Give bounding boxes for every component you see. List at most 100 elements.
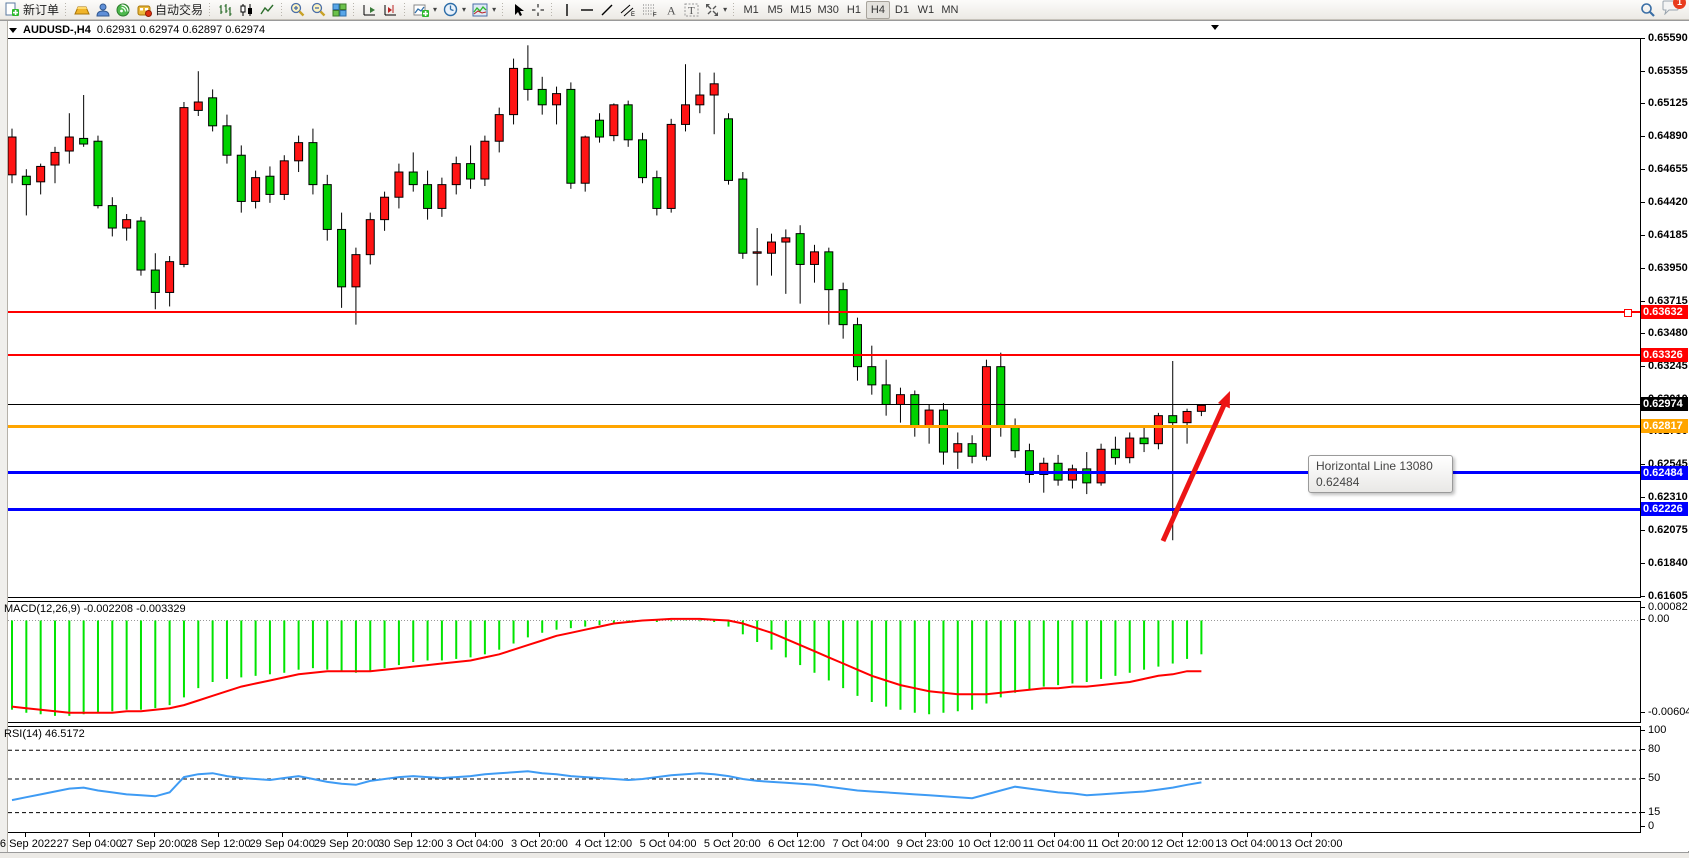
- horizontal-line-0.62817[interactable]: [8, 424, 1640, 428]
- new-order-button[interactable]: 新订单: [2, 1, 62, 19]
- rsi-tick-label: 0: [1648, 820, 1655, 832]
- svg-text:F: F: [653, 12, 657, 17]
- macd-panel[interactable]: [8, 601, 1641, 723]
- fibonacci-tool-button[interactable]: F: [639, 1, 661, 19]
- channel-icon: E: [620, 4, 635, 17]
- auto-trading-icon: [137, 5, 153, 17]
- chat-button[interactable]: 1: [1662, 0, 1686, 20]
- price-axis[interactable]: 0.65590 0.65355 0.65125 0.64890 0.64655 0.644…: [1641, 21, 1689, 851]
- horizontal-line-0.62974[interactable]: [8, 403, 1640, 405]
- price-tick-label: 0.61605: [1648, 590, 1688, 602]
- macd-tick-label: -0.006044: [1648, 706, 1689, 719]
- periods-button[interactable]: ▾: [440, 1, 469, 19]
- cursor-tool-button[interactable]: [508, 1, 528, 19]
- horizontal-line-tool-button[interactable]: [577, 1, 597, 19]
- rsi-plot: [8, 749, 1640, 814]
- svg-text:E: E: [631, 12, 635, 17]
- trendline-tool-button[interactable]: [597, 1, 617, 19]
- rsi-panel[interactable]: [8, 726, 1641, 833]
- vertical-line-icon: [566, 3, 568, 16]
- svg-text:T: T: [688, 5, 695, 17]
- price-tick-label: 0.64185: [1648, 228, 1688, 241]
- toolbar-grip: [732, 2, 738, 17]
- crosshair-tool-button[interactable]: [528, 1, 548, 19]
- time-tick-mark: [860, 833, 862, 837]
- rsi-tick-mark: [1641, 826, 1645, 827]
- toolbar-grip: [280, 2, 286, 17]
- signal-icon: [116, 3, 130, 16]
- indicators-button[interactable]: ▾: [410, 1, 440, 19]
- macd-plot: [8, 617, 1640, 716]
- time-tick-mark: [89, 833, 91, 837]
- chart-collapse-icon[interactable]: [9, 27, 17, 33]
- price-tick-label: 0.65590: [1648, 32, 1688, 44]
- price-tick-label: 0.61840: [1648, 557, 1688, 570]
- template-icon: [472, 3, 488, 16]
- chart-symbol-period: AUDUSD-,H4: [23, 24, 91, 36]
- text-tool-button[interactable]: A: [661, 1, 681, 19]
- timeframe-m15-button[interactable]: M15: [790, 3, 812, 16]
- line-anchor-marker[interactable]: [1624, 309, 1632, 318]
- auto-trading-button[interactable]: 自动交易: [134, 1, 206, 19]
- cursor-icon: [514, 3, 524, 16]
- chart-shift-button[interactable]: [380, 1, 401, 19]
- time-tick-label: 9 Oct 23:00: [896, 838, 954, 850]
- tooltip-object-value: 0.62484: [1316, 475, 1360, 489]
- text-label-tool-button[interactable]: T: [681, 1, 702, 19]
- market-button[interactable]: [71, 1, 93, 19]
- bar-chart-mode-button[interactable]: [215, 1, 236, 19]
- gold-ingot-icon: [74, 6, 90, 14]
- rsi-tick-label: 100: [1648, 724, 1667, 736]
- price-tick-label: 0.65355: [1648, 64, 1688, 77]
- fibonacci-icon: F: [643, 4, 657, 17]
- horizontal-line-0.63326[interactable]: [8, 354, 1640, 357]
- timeframe-m30-button[interactable]: M30: [817, 3, 839, 16]
- auto-scroll-button[interactable]: [359, 1, 380, 19]
- toolbar-grip: [352, 2, 358, 17]
- line-chart-mode-button[interactable]: [257, 1, 278, 19]
- indicators-icon: [413, 4, 430, 17]
- horizontal-line-0.62484[interactable]: [8, 471, 1640, 475]
- time-tick-label: 28 Sep 12:00: [185, 838, 251, 850]
- time-tick-label: 30 Sep 12:00: [378, 838, 444, 850]
- price-chart-panel[interactable]: [8, 38, 1641, 598]
- arrows-icon: [706, 3, 719, 16]
- candlestick-mode-button[interactable]: [236, 1, 257, 19]
- new-order-label: 新订单: [23, 3, 60, 17]
- templates-button[interactable]: ▾: [469, 1, 499, 19]
- horizontal-line-0.63632[interactable]: [8, 311, 1640, 314]
- macd-tick-label: 0.00082: [1648, 600, 1688, 613]
- signals-button[interactable]: [113, 1, 134, 19]
- time-tick-label: 26 Sep 2022: [0, 838, 57, 850]
- timeframe-h1-button[interactable]: H1: [846, 3, 861, 16]
- time-tick-mark: [989, 833, 991, 837]
- price-badge-0.63632: 0.63632: [1641, 305, 1688, 320]
- price-tick-label: 0.63245: [1648, 360, 1688, 373]
- price-tick-label: 0.62310: [1648, 491, 1688, 504]
- timeframe-d1-button[interactable]: D1: [894, 3, 909, 16]
- timeframe-m1-button[interactable]: M1: [743, 3, 759, 16]
- timeframe-m5-button[interactable]: M5: [767, 3, 783, 16]
- price-badge-0.62484: 0.62484: [1641, 465, 1688, 480]
- zoom-in-button[interactable]: [287, 1, 308, 19]
- time-tick-label: 11 Oct 20:00: [1087, 838, 1150, 850]
- chart-context-arrow-icon[interactable]: [1211, 25, 1219, 30]
- price-tick-label: 0.64420: [1648, 195, 1688, 208]
- equidistant-channel-tool-button[interactable]: E: [617, 1, 639, 19]
- time-axis[interactable]: 26 Sep 2022 27 Sep 04:00 27 Sep 20:00 28 Se…: [0, 833, 1641, 852]
- vertical-line-tool-button[interactable]: [557, 1, 577, 19]
- community-button[interactable]: [93, 1, 113, 19]
- text-label-icon: T: [684, 3, 699, 17]
- zoom-out-button[interactable]: [308, 1, 329, 19]
- tile-windows-button[interactable]: [329, 1, 350, 19]
- timeframe-w1-button[interactable]: W1: [917, 3, 935, 16]
- rsi-tick-mark: [1641, 749, 1645, 751]
- search-icon[interactable]: [1640, 2, 1656, 18]
- time-tick-mark: [1053, 833, 1055, 837]
- timeframe-mn-button[interactable]: MN: [941, 3, 959, 16]
- horizontal-line-0.62226[interactable]: [8, 507, 1640, 511]
- time-tick-mark: [346, 833, 348, 837]
- timeframe-h4-button[interactable]: H4: [865, 0, 890, 19]
- arrows-tool-button[interactable]: ▾: [702, 1, 730, 19]
- dropdown-arrow-icon: ▾: [462, 5, 467, 14]
